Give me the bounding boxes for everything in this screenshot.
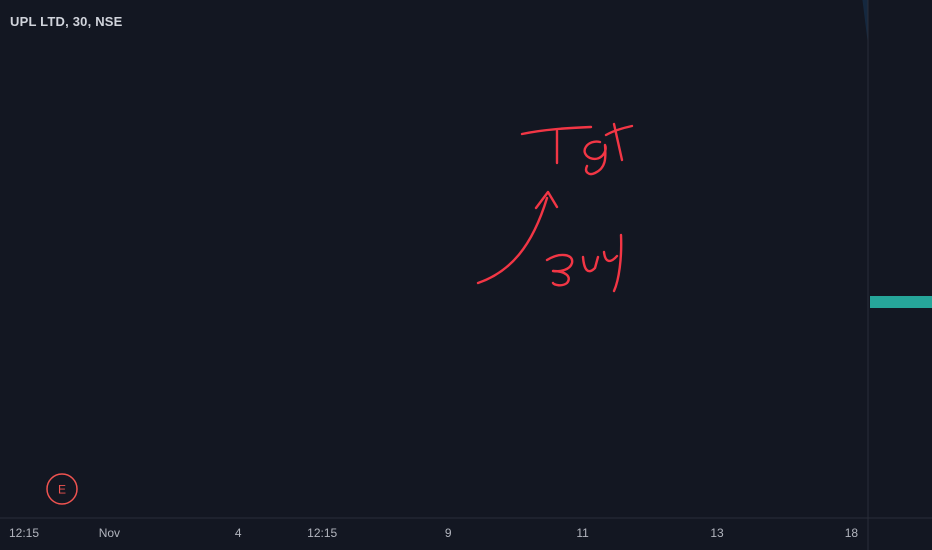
x-tick-label: 13 <box>710 526 724 540</box>
earnings-event-marker[interactable]: E <box>46 473 78 505</box>
x-tick-label: 12:15 <box>307 526 337 540</box>
x-tick-label: 18 <box>845 526 859 540</box>
annotation-tgt <box>520 122 634 176</box>
price-marker-bar <box>870 296 932 308</box>
annotation-arrow <box>476 190 559 285</box>
symbol-title: UPL LTD, 30, NSE <box>10 14 123 29</box>
x-tick-label: 9 <box>445 526 452 540</box>
annotation-buy <box>545 233 623 293</box>
earnings-event-letter: E <box>58 483 66 497</box>
x-tick-label: Nov <box>99 526 120 540</box>
x-tick-label: 4 <box>235 526 242 540</box>
hand-annotations <box>476 122 634 293</box>
x-tick-label: 12:15 <box>9 526 39 540</box>
channel-fill <box>862 0 868 45</box>
x-tick-label: 11 <box>576 526 589 540</box>
